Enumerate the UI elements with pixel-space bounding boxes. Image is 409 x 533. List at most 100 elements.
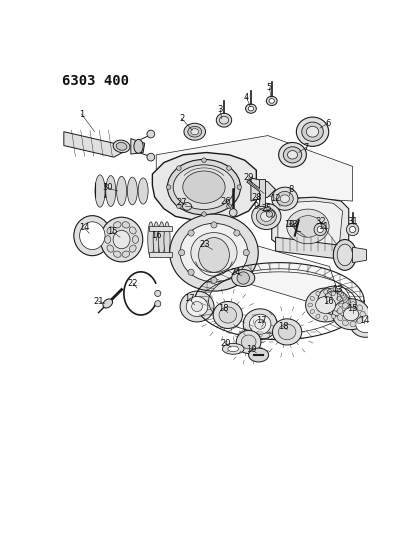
Ellipse shape <box>278 142 306 167</box>
Ellipse shape <box>301 122 323 141</box>
Ellipse shape <box>256 207 276 225</box>
Ellipse shape <box>79 222 105 249</box>
Ellipse shape <box>164 222 170 257</box>
Ellipse shape <box>243 309 276 340</box>
Ellipse shape <box>266 96 276 106</box>
Text: 10: 10 <box>283 220 294 229</box>
Ellipse shape <box>356 305 362 311</box>
Text: 5: 5 <box>266 83 272 92</box>
Ellipse shape <box>349 302 355 307</box>
Ellipse shape <box>333 239 355 270</box>
Circle shape <box>233 230 239 236</box>
Ellipse shape <box>122 251 129 257</box>
Ellipse shape <box>263 210 274 219</box>
Text: 2: 2 <box>179 114 184 123</box>
Circle shape <box>147 130 154 138</box>
Ellipse shape <box>337 314 342 321</box>
Ellipse shape <box>342 308 358 321</box>
Text: 20: 20 <box>220 339 230 348</box>
Text: 17: 17 <box>184 294 194 303</box>
Ellipse shape <box>198 238 229 272</box>
Polygon shape <box>277 201 342 251</box>
Bar <box>149 252 172 257</box>
Circle shape <box>346 223 358 236</box>
Circle shape <box>147 154 154 161</box>
Ellipse shape <box>182 203 191 210</box>
Ellipse shape <box>324 293 330 298</box>
Ellipse shape <box>260 212 272 221</box>
Ellipse shape <box>213 302 242 328</box>
Ellipse shape <box>182 171 225 203</box>
Ellipse shape <box>191 302 202 311</box>
Ellipse shape <box>216 113 231 127</box>
Text: 15: 15 <box>107 227 117 236</box>
Ellipse shape <box>323 289 327 294</box>
Polygon shape <box>271 197 348 255</box>
Text: 11: 11 <box>317 222 328 231</box>
Circle shape <box>236 185 241 189</box>
Text: 3: 3 <box>217 105 222 114</box>
Ellipse shape <box>219 116 228 124</box>
Text: 21: 21 <box>93 297 103 305</box>
Text: 19: 19 <box>245 345 256 354</box>
Text: 33: 33 <box>286 220 297 229</box>
Text: 14: 14 <box>79 223 90 232</box>
Text: 30: 30 <box>102 183 113 192</box>
Ellipse shape <box>279 195 289 203</box>
Ellipse shape <box>356 318 362 324</box>
Circle shape <box>188 230 194 236</box>
Circle shape <box>236 272 249 284</box>
Ellipse shape <box>103 299 112 308</box>
Circle shape <box>188 269 194 275</box>
Ellipse shape <box>278 324 295 340</box>
Text: 25: 25 <box>261 204 271 213</box>
Ellipse shape <box>355 316 375 333</box>
Polygon shape <box>275 237 348 259</box>
Ellipse shape <box>332 299 369 329</box>
Ellipse shape <box>153 222 159 257</box>
Ellipse shape <box>309 310 314 313</box>
Text: 18: 18 <box>217 304 228 313</box>
Circle shape <box>178 249 184 256</box>
Polygon shape <box>130 139 144 154</box>
Ellipse shape <box>337 308 342 314</box>
Ellipse shape <box>268 99 274 103</box>
Ellipse shape <box>330 314 335 319</box>
Circle shape <box>166 185 171 189</box>
Ellipse shape <box>330 288 335 293</box>
Ellipse shape <box>286 209 328 244</box>
Text: 13: 13 <box>331 285 342 294</box>
Ellipse shape <box>158 222 164 257</box>
Ellipse shape <box>186 296 207 317</box>
Ellipse shape <box>328 288 333 294</box>
Ellipse shape <box>240 335 255 349</box>
Ellipse shape <box>180 291 213 322</box>
Circle shape <box>176 204 181 208</box>
Circle shape <box>154 290 160 296</box>
Circle shape <box>266 211 272 217</box>
Bar <box>258 180 264 206</box>
Polygon shape <box>250 178 275 201</box>
Text: 15: 15 <box>346 304 357 313</box>
Polygon shape <box>325 289 355 320</box>
Ellipse shape <box>323 316 327 320</box>
Ellipse shape <box>287 151 297 159</box>
Ellipse shape <box>132 236 138 244</box>
Ellipse shape <box>342 320 347 326</box>
Ellipse shape <box>100 217 142 262</box>
Ellipse shape <box>359 311 364 317</box>
Circle shape <box>201 158 206 163</box>
Ellipse shape <box>127 177 137 205</box>
Ellipse shape <box>315 296 335 313</box>
Ellipse shape <box>341 294 346 300</box>
Ellipse shape <box>113 222 121 228</box>
Text: 18: 18 <box>277 322 288 331</box>
Circle shape <box>243 249 249 256</box>
Ellipse shape <box>342 303 347 308</box>
Ellipse shape <box>104 236 110 244</box>
Polygon shape <box>352 247 366 263</box>
Circle shape <box>226 166 231 171</box>
Polygon shape <box>221 236 344 313</box>
Ellipse shape <box>187 126 201 137</box>
Ellipse shape <box>129 245 136 252</box>
